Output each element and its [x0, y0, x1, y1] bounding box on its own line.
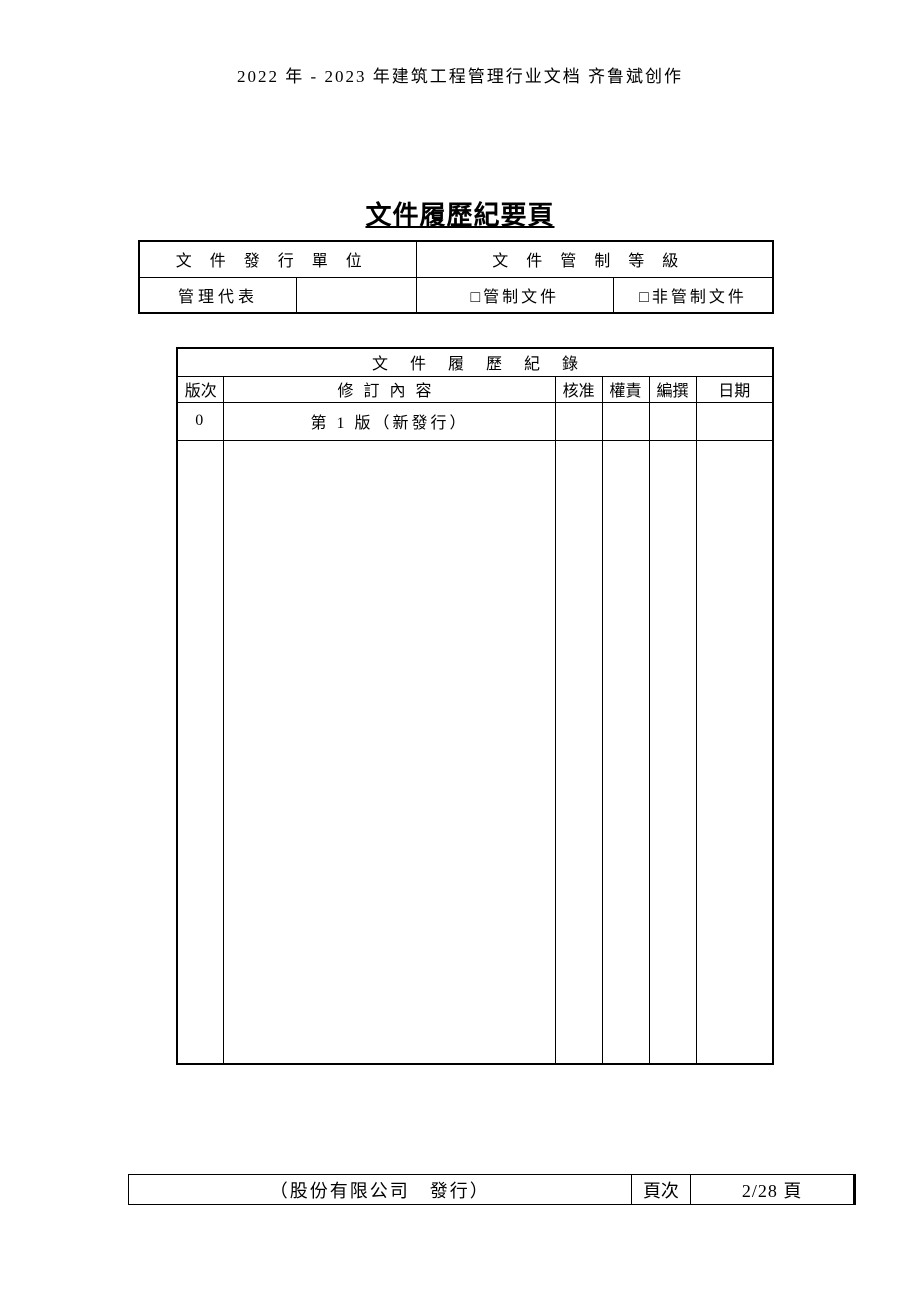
- cell-approve: [555, 402, 602, 440]
- issuing-unit-header: 文件發行單位: [139, 241, 416, 277]
- footer-page-label: 頁次: [631, 1175, 691, 1205]
- uncontrolled-doc-checkbox: □非管制文件: [613, 277, 773, 313]
- cell-content: 第 1 版（新發行）: [224, 402, 555, 440]
- document-page: 2022 年 - 2023 年建筑工程管理行业文档 齐鲁斌创作 文件履歷紀要頁 …: [0, 0, 920, 1302]
- control-level-header: 文件管制等級: [416, 241, 773, 277]
- issuing-unit-blank: [297, 277, 417, 313]
- col-content: 修訂內容: [224, 376, 555, 402]
- cell-responsible: [602, 402, 649, 440]
- col-editor: 編撰: [649, 376, 696, 402]
- table-row-empty: [177, 440, 773, 1064]
- revision-history-table: 文件履歷紀錄 版次 修訂內容 核准 權責 編撰 日期 0 第 1 版（新發行）: [176, 347, 774, 1065]
- col-date: 日期: [696, 376, 773, 402]
- cell-editor: [649, 402, 696, 440]
- document-info-table: 文件發行單位 文件管制等級 管理代表 □管制文件 □非管制文件: [138, 240, 774, 314]
- footer-table: （股份有限公司 發行） 頁次 2/28 頁: [128, 1174, 856, 1205]
- col-version: 版次: [177, 376, 224, 402]
- controlled-doc-checkbox: □管制文件: [416, 277, 613, 313]
- document-header: 2022 年 - 2023 年建筑工程管理行业文档 齐鲁斌创作: [0, 62, 920, 87]
- issuing-unit-value: 管理代表: [139, 277, 297, 313]
- revision-table-title: 文件履歷紀錄: [177, 348, 773, 376]
- footer-page-value: 2/28 頁: [691, 1175, 855, 1205]
- footer-issuer: （股份有限公司 發行）: [129, 1175, 632, 1205]
- table-row: 0 第 1 版（新發行）: [177, 402, 773, 440]
- cell-date: [696, 402, 773, 440]
- page-title: 文件履歷紀要頁: [0, 195, 920, 232]
- col-responsible: 權責: [602, 376, 649, 402]
- col-approve: 核准: [555, 376, 602, 402]
- cell-version: 0: [177, 402, 224, 440]
